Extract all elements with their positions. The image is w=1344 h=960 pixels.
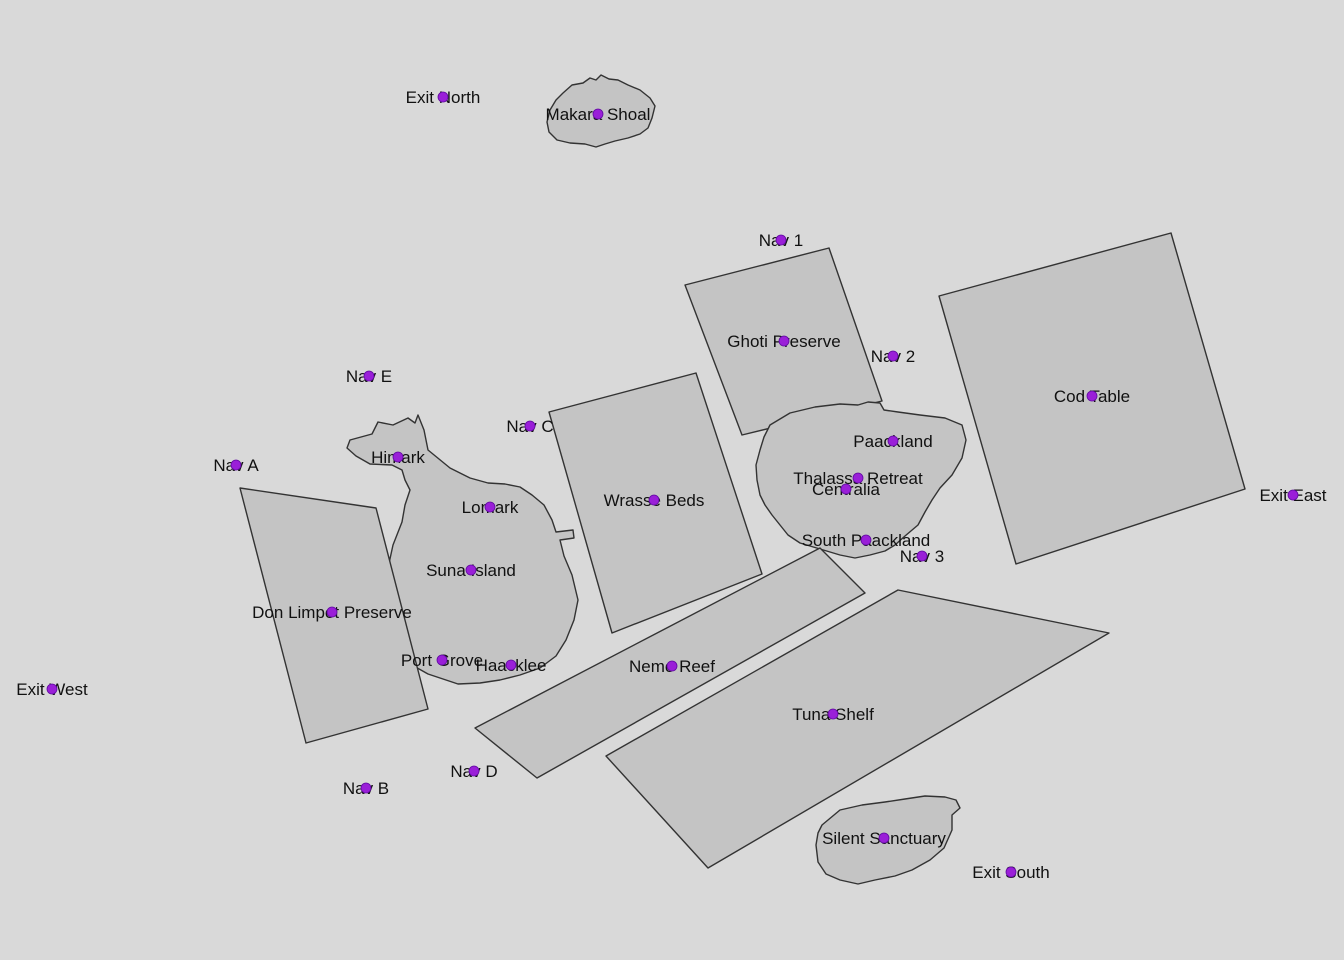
place-marker-nav-3[interactable]: [916, 550, 928, 562]
region-tuna-shelf[interactable]: [605, 589, 1110, 869]
place-marker-port-grove[interactable]: [436, 654, 448, 666]
place-marker-nav-2[interactable]: [887, 350, 899, 362]
place-marker-ghoti-preserve[interactable]: [778, 335, 790, 347]
place-marker-cod-table[interactable]: [1086, 390, 1098, 402]
place-marker-suna-island[interactable]: [465, 564, 477, 576]
place-marker-nav-c[interactable]: [524, 420, 536, 432]
place-marker-nav-a[interactable]: [230, 459, 242, 471]
place-marker-himark[interactable]: [392, 451, 404, 463]
place-marker-centralia[interactable]: [840, 483, 852, 495]
place-marker-don-limpet-preserve[interactable]: [326, 606, 338, 618]
place-marker-south-paackland[interactable]: [860, 534, 872, 546]
place-marker-nav-b[interactable]: [360, 782, 372, 794]
place-marker-tuna-shelf[interactable]: [827, 708, 839, 720]
place-marker-nav-e[interactable]: [363, 370, 375, 382]
place-marker-nemo-reef[interactable]: [666, 660, 678, 672]
place-marker-nav-d[interactable]: [468, 765, 480, 777]
place-marker-lomark[interactable]: [484, 501, 496, 513]
place-marker-thalassa-retreat[interactable]: [852, 472, 864, 484]
place-marker-exit-north[interactable]: [437, 91, 449, 103]
place-marker-silent-sanctuary[interactable]: [878, 832, 890, 844]
place-marker-paackland[interactable]: [887, 435, 899, 447]
place-marker-makara-shoal[interactable]: [592, 108, 604, 120]
place-marker-exit-south[interactable]: [1005, 866, 1017, 878]
place-marker-exit-east[interactable]: [1287, 489, 1299, 501]
place-marker-haacklee[interactable]: [505, 659, 517, 671]
place-marker-nav-1[interactable]: [775, 234, 787, 246]
place-marker-exit-west[interactable]: [46, 683, 58, 695]
place-marker-wrasse-beds[interactable]: [648, 494, 660, 506]
